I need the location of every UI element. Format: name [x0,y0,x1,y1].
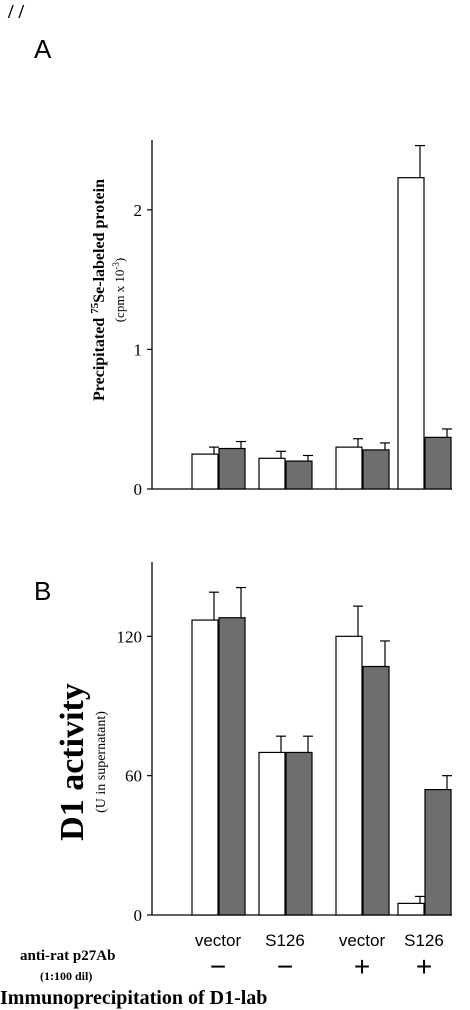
antibody-sign: + [416,951,432,982]
panel-a-ylabel-sub: (cpm x 10-3) [111,258,127,323]
panel-a-letter: A [34,34,52,64]
panel-b-tick-label: 0 [134,906,143,925]
panel-a-ticks: 0 1 2 [134,201,152,499]
panel-b-bar [362,665,390,916]
antibody-row-sublabel: (1:100 dil) [40,969,92,983]
antibody-signs: − − + + [210,951,432,982]
category-label: S126 [404,931,444,950]
antibody-sign: − [277,951,293,982]
panel-b-ticks: 0 60 120 [117,627,152,925]
panel-a-bar [362,449,390,490]
panel-b-ylabel-sub: (U in supernatant) [94,711,109,813]
panel-a-bar [285,460,313,490]
panel-a-ylabel: Precipitated 75Se-labeled protein (cpm x… [89,179,127,401]
panel-b-bar [424,788,452,916]
panel-a-bar [191,453,219,490]
panel-a-tick-label: 2 [134,201,143,220]
panel-a-bar [424,436,452,490]
antibody-row-label: anti-rat p27Ab [20,948,115,964]
panel-a-bar [335,446,363,490]
panel-a-ylabel-main: Precipitated 75Se-labeled protein [89,179,108,401]
panel-a-bars [191,144,452,490]
panel-a-bar [258,457,286,490]
category-label: vector [339,931,386,950]
panel-a-bar [218,447,246,490]
panel-b-letter: B [34,576,51,606]
category-label: vector [195,931,242,950]
panel-b-ylabel-main: D1 activity [54,683,91,841]
panel-b-tick-label: 60 [125,767,142,786]
category-labels: vector S126 vector S126 [195,931,444,950]
panel-b-bar [397,902,425,916]
panel-a-tick-label: 1 [134,340,143,359]
panel-b-bar [218,617,246,916]
panel-b-bar [335,635,363,916]
category-label: S126 [265,931,305,950]
top-text-fragment: / / [7,1,25,23]
antibody-sign: + [354,951,370,982]
panel-b-bar [258,751,286,916]
panel-b-bar [285,751,313,916]
panel-a-bar [397,177,425,490]
bottom-text-fragment: Immunoprecipitation of D1-lab [0,987,267,1009]
panel-b-ylabel: D1 activity (U in supernatant) [54,683,109,841]
panel-b-tick-label: 120 [117,627,143,646]
antibody-sign: − [210,951,226,982]
panel-b-bar [191,619,219,916]
panel-a-tick-label: 0 [134,480,143,499]
panel-b-bars [191,586,452,916]
